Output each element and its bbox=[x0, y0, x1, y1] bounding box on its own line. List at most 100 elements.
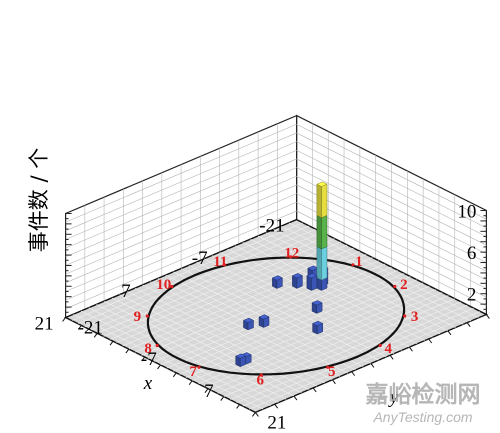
x-tick-mark bbox=[370, 363, 375, 368]
clock-tick bbox=[197, 365, 201, 369]
y-tick-label: 7 bbox=[204, 381, 214, 402]
floor-grid-line bbox=[229, 301, 462, 401]
y-tick-mark bbox=[204, 388, 209, 393]
x-tick-mark bbox=[351, 371, 356, 376]
y-tick-mark bbox=[220, 396, 225, 401]
y-axis-title: y bbox=[388, 387, 399, 408]
floor-grid-line bbox=[103, 300, 295, 397]
clock-label: 8 bbox=[144, 341, 152, 357]
wall-grid-line bbox=[65, 124, 297, 223]
clock-label: 3 bbox=[411, 309, 419, 325]
watermark: 嘉峪检测网 AnyTesting.com bbox=[366, 381, 481, 425]
floor-grid-line bbox=[248, 311, 481, 410]
clock-label: 7 bbox=[189, 364, 197, 380]
z-tick-label: 10 bbox=[457, 202, 476, 223]
floor-grid-line bbox=[236, 304, 468, 404]
chart-bars bbox=[235, 181, 329, 368]
clock-tick bbox=[170, 284, 174, 289]
y-tick-mark bbox=[157, 364, 161, 370]
watermark-cn: 嘉峪检测网 bbox=[366, 381, 481, 408]
x-tick-mark bbox=[312, 387, 317, 393]
x-tick-mark bbox=[447, 330, 452, 336]
x-tick-mark bbox=[274, 403, 279, 409]
x-tick-mark bbox=[255, 412, 259, 417]
bar-face bbox=[316, 246, 322, 281]
clock-tick bbox=[378, 343, 382, 348]
y-tick-label: 21 bbox=[267, 412, 286, 433]
z-tick-label: 6 bbox=[467, 243, 477, 264]
y-tick-mark bbox=[62, 317, 66, 322]
bar-top bbox=[306, 273, 318, 279]
bar-top bbox=[242, 317, 255, 323]
bar-top bbox=[291, 273, 303, 279]
floor-grid-line bbox=[96, 304, 287, 400]
bar-top bbox=[311, 300, 323, 306]
x-tick-mark bbox=[486, 314, 490, 319]
clock-tick bbox=[403, 314, 407, 318]
bar-face bbox=[321, 214, 328, 250]
clock-tick bbox=[326, 365, 330, 369]
bar-face bbox=[316, 183, 322, 219]
wall-grid-line bbox=[296, 124, 487, 220]
x-tick-mark bbox=[389, 355, 394, 360]
sensor-circle bbox=[146, 256, 406, 376]
bar-top bbox=[316, 181, 328, 187]
y-tick-label: -21 bbox=[78, 318, 103, 339]
x-tick-mark bbox=[409, 346, 413, 352]
clock-tick bbox=[259, 373, 263, 377]
clock-label: 1 bbox=[355, 254, 363, 270]
y-tick-mark bbox=[78, 325, 82, 330]
clock-tick bbox=[222, 263, 226, 267]
bar-face bbox=[321, 246, 328, 281]
clock-label: 10 bbox=[156, 277, 171, 293]
x-tick-label: 7 bbox=[121, 281, 131, 302]
y-tick-mark bbox=[188, 380, 193, 386]
y-tick-mark bbox=[93, 332, 98, 338]
bar-face bbox=[316, 214, 322, 250]
bar-top bbox=[311, 320, 324, 326]
x-tick-mark bbox=[293, 395, 298, 401]
y-tick-mark bbox=[252, 412, 256, 417]
y-tick-label: -7 bbox=[141, 349, 157, 370]
x-tick-mark bbox=[428, 338, 433, 344]
z-tick-label: 2 bbox=[467, 285, 477, 306]
floor-grid-line bbox=[88, 307, 279, 403]
y-tick-mark bbox=[172, 372, 177, 378]
x-tick-label: 21 bbox=[35, 314, 54, 335]
clock-tick bbox=[155, 343, 159, 348]
wall-grid-line bbox=[296, 132, 487, 229]
clock-tick bbox=[351, 263, 355, 267]
clock-tick bbox=[145, 314, 149, 318]
clock-label: 9 bbox=[134, 309, 142, 325]
y-tick-mark bbox=[141, 356, 146, 362]
clock-tick bbox=[289, 255, 293, 259]
x-axis-title: x bbox=[143, 373, 153, 394]
bar-top bbox=[235, 353, 247, 359]
clock-label: 12 bbox=[284, 245, 299, 261]
clock-label: 6 bbox=[257, 373, 265, 389]
clock-label: 2 bbox=[400, 277, 408, 293]
clock-tick bbox=[393, 284, 397, 289]
y-tick-mark bbox=[236, 404, 241, 409]
watermark-en: AnyTesting.com bbox=[372, 409, 472, 425]
x-tick-mark bbox=[466, 322, 471, 327]
wall-grid-line bbox=[65, 132, 297, 232]
clock-label: 11 bbox=[213, 254, 227, 270]
floor-grid-line bbox=[73, 313, 264, 410]
y-tick-mark bbox=[125, 348, 130, 354]
x-tick-label: -7 bbox=[192, 248, 208, 269]
chart-back-walls bbox=[64, 114, 487, 319]
bar-top bbox=[271, 275, 283, 281]
bar-face bbox=[321, 183, 328, 219]
z-axis-title: 事件数 / 个 bbox=[27, 148, 51, 252]
x-tick-label: -21 bbox=[259, 216, 284, 237]
x-tick-mark bbox=[332, 379, 336, 385]
y-tick-mark bbox=[109, 340, 114, 346]
clock-label: 4 bbox=[384, 341, 392, 357]
bar-top bbox=[258, 314, 270, 320]
bar-top bbox=[307, 265, 319, 271]
clock-label: 5 bbox=[328, 364, 336, 380]
